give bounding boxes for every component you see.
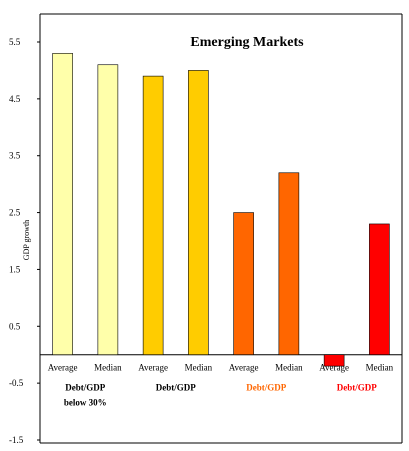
group-label: Debt/GDP (337, 383, 377, 393)
category-label: Average (48, 363, 78, 373)
y-tick-label: 4.5 (9, 94, 21, 104)
bar (52, 53, 73, 356)
y-tick-label: -0.5 (9, 378, 24, 388)
category-label: Average (319, 363, 349, 373)
bar (97, 64, 119, 356)
bar-group (52, 53, 390, 367)
y-tick-label: 3.5 (9, 151, 21, 161)
category-label-group: Average Median Average Median Average Median A… (48, 363, 394, 373)
bar (369, 223, 390, 356)
bar (188, 70, 209, 356)
group-label: below 30% (64, 398, 107, 408)
bar (323, 354, 345, 367)
category-label: Median (185, 363, 213, 373)
y-axis-label: GDP growth (22, 220, 31, 260)
bar (142, 75, 164, 356)
y-tick-label: -1.5 (9, 435, 24, 445)
y-tick-label: 5.5 (9, 37, 21, 47)
bar (233, 212, 254, 356)
chart-title: Emerging Markets (190, 35, 304, 50)
group-label: Debt/GDP (246, 383, 286, 393)
group-label: Debt/GDP (156, 383, 196, 393)
category-label: Average (229, 363, 259, 373)
category-label: Average (138, 363, 168, 373)
bar (278, 172, 300, 356)
y-tick-label: 1.5 (9, 264, 21, 274)
plot-frame (40, 13, 403, 444)
y-tick-label: 2.5 (9, 208, 21, 218)
category-label: Median (94, 363, 122, 373)
group-label-group: Debt/GDP below 30% Debt/GDP Debt/GDP Debt/GD… (64, 383, 377, 408)
y-tick-group: 5.5 4.5 3.5 2.5 1.5 0.5 -0.5 -1.5 (9, 37, 40, 445)
category-label: Median (275, 363, 303, 373)
category-label: Median (366, 363, 394, 373)
group-label: Debt/GDP (65, 383, 105, 393)
y-tick-label: 0.5 (9, 321, 21, 331)
